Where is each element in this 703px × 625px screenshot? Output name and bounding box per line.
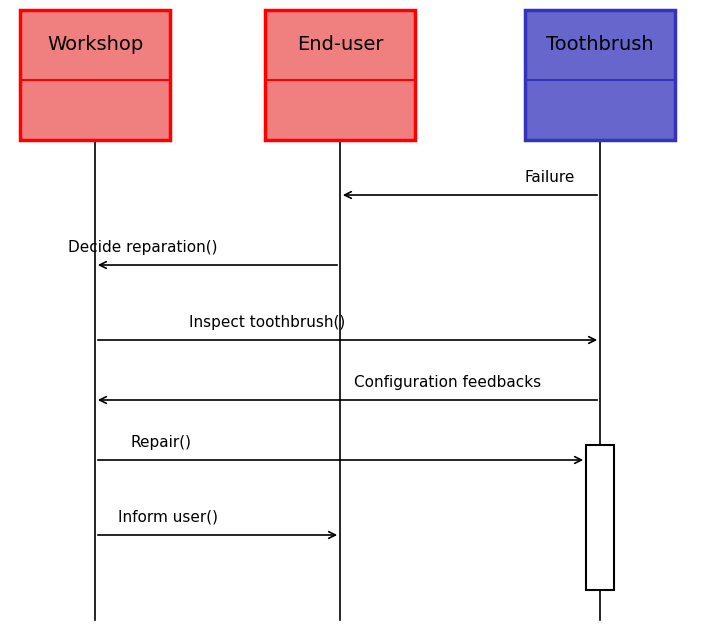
Bar	[265, 10, 415, 140]
Text: Inform user(): Inform user()	[117, 510, 217, 525]
Bar	[525, 10, 675, 140]
Text: Failure: Failure	[525, 170, 575, 185]
Text: Configuration feedbacks: Configuration feedbacks	[354, 375, 541, 390]
Text: Repair(): Repair()	[130, 435, 191, 450]
Text: Decide reparation(): Decide reparation()	[67, 240, 217, 255]
Text: Workshop: Workshop	[47, 36, 143, 54]
Text: Toothbrush: Toothbrush	[546, 36, 654, 54]
Text: End-user: End-user	[297, 36, 383, 54]
Bar	[586, 445, 614, 590]
Bar	[20, 10, 170, 140]
Text: Inspect toothbrush(): Inspect toothbrush()	[189, 315, 346, 330]
